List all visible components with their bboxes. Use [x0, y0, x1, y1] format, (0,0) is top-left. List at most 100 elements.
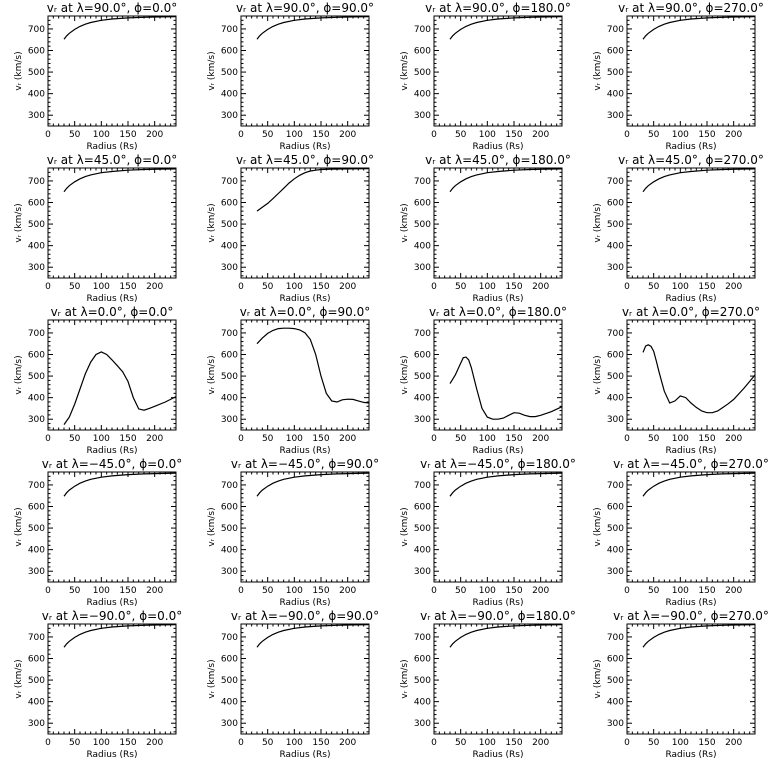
subplot-15: vᵣ at λ=−45.0°, ϕ=180.0° 0 50 100 150 200 300 4… [400, 457, 576, 608]
y-tick-label: 500 [414, 524, 431, 534]
x-tick-label: 200 [725, 434, 742, 444]
vr-curve [449, 168, 563, 193]
subplot-title: vᵣ at λ=0.0°, ϕ=180.0° [429, 305, 567, 319]
vr-curve [449, 16, 563, 40]
y-tick-label: 600 [414, 351, 431, 361]
y-tick-label: 600 [607, 199, 624, 209]
subplot-17: vᵣ at λ=−90.0°, ϕ=0.0° 0 50 100 150 200 300 400… [14, 609, 182, 760]
x-tick-label: 200 [532, 282, 549, 292]
x-tick-label: 0 [45, 130, 51, 140]
x-tick-label: 0 [624, 738, 630, 748]
y-axis-label: vᵣ (km/s) [400, 355, 410, 394]
x-tick-label: 0 [45, 282, 51, 292]
x-tick-label: 100 [93, 434, 110, 444]
subplot-title: vᵣ at λ=0.0°, ϕ=90.0° [240, 305, 370, 319]
subplot-11: vᵣ at λ=0.0°, ϕ=180.0° 0 50 100 150 200 300 400… [400, 305, 567, 456]
y-tick-label: 600 [221, 47, 238, 57]
plot-frame [626, 15, 756, 127]
y-tick-label: 300 [221, 567, 238, 577]
x-tick-label: 50 [648, 130, 660, 140]
x-tick-label: 150 [119, 130, 136, 140]
x-tick-label: 0 [238, 738, 244, 748]
subplot-18: vᵣ at λ=−90.0°, ϕ=90.0° 0 50 100 150 200 300 40… [207, 609, 379, 760]
y-tick-label: 300 [414, 567, 431, 577]
y-tick-label: 600 [221, 351, 238, 361]
subplot-title: vᵣ at λ=−45.0°, ϕ=180.0° [420, 457, 576, 471]
y-tick-label: 500 [607, 524, 624, 534]
subplot-8: vᵣ at λ=45.0°, ϕ=270.0° 0 50 100 150 200 300 40… [593, 153, 764, 304]
vr-curve [642, 16, 756, 40]
x-tick-label: 50 [262, 282, 274, 292]
x-tick-label: 0 [624, 434, 630, 444]
y-axis-label: vᵣ (km/s) [207, 659, 217, 698]
subplot-title: vᵣ at λ=45.0°, ϕ=0.0° [47, 153, 177, 167]
x-tick-label: 0 [431, 130, 437, 140]
x-tick-label: 0 [431, 738, 437, 748]
y-tick-label: 400 [414, 546, 431, 556]
x-tick-label: 150 [698, 738, 715, 748]
x-axis-label: Radius (Rs) [279, 142, 330, 152]
plot-frame [47, 623, 177, 735]
y-axis-label: vᵣ (km/s) [207, 507, 217, 546]
subplot-19: vᵣ at λ=−90.0°, ϕ=180.0° 0 50 100 150 200 300 4… [400, 609, 576, 760]
x-tick-label: 100 [479, 434, 496, 444]
plot-frame [47, 319, 177, 431]
y-tick-label: 600 [607, 655, 624, 665]
x-tick-label: 100 [286, 282, 303, 292]
x-tick-label: 0 [624, 282, 630, 292]
x-tick-label: 0 [431, 282, 437, 292]
vr-curve [256, 168, 370, 212]
subplot-title: vᵣ at λ=−90.0°, ϕ=0.0° [42, 609, 183, 623]
x-tick-label: 100 [286, 586, 303, 596]
y-axis-label: vᵣ (km/s) [14, 659, 24, 698]
y-tick-label: 700 [28, 481, 45, 491]
y-tick-label: 400 [414, 394, 431, 404]
vr-curve [256, 327, 370, 404]
x-tick-label: 200 [146, 434, 163, 444]
x-axis-label: Radius (Rs) [472, 446, 523, 456]
y-tick-label: 500 [28, 68, 45, 78]
vr-curve [642, 624, 756, 648]
x-tick-label: 50 [262, 586, 274, 596]
subplot-title: vᵣ at λ=−90.0°, ϕ=90.0° [231, 609, 379, 623]
x-tick-label: 200 [725, 130, 742, 140]
y-tick-label: 400 [414, 242, 431, 252]
y-tick-label: 700 [28, 329, 45, 339]
x-tick-label: 100 [286, 434, 303, 444]
y-tick-label: 600 [607, 503, 624, 513]
y-tick-label: 300 [607, 111, 624, 121]
x-tick-label: 150 [312, 282, 329, 292]
vr-curve [449, 472, 563, 497]
x-tick-label: 150 [312, 586, 329, 596]
subplot-title: vᵣ at λ=45.0°, ϕ=180.0° [425, 153, 571, 167]
subplot-title: vᵣ at λ=−90.0°, ϕ=180.0° [420, 609, 576, 623]
y-tick-label: 500 [414, 68, 431, 78]
subplot-title: vᵣ at λ=90.0°, ϕ=180.0° [425, 1, 571, 15]
x-tick-label: 150 [698, 434, 715, 444]
y-tick-label: 300 [221, 415, 238, 425]
x-tick-label: 0 [431, 586, 437, 596]
x-tick-label: 100 [672, 130, 689, 140]
x-tick-label: 200 [725, 282, 742, 292]
y-axis-label: vᵣ (km/s) [400, 51, 410, 90]
x-axis-label: Radius (Rs) [279, 750, 330, 760]
y-axis-label: vᵣ (km/s) [593, 203, 603, 242]
y-axis-label: vᵣ (km/s) [593, 51, 603, 90]
x-tick-label: 50 [648, 738, 660, 748]
x-tick-label: 200 [339, 738, 356, 748]
x-tick-label: 50 [262, 130, 274, 140]
x-tick-label: 100 [672, 434, 689, 444]
vr-curve [449, 624, 563, 648]
subplot-title: vᵣ at λ=−45.0°, ϕ=90.0° [231, 457, 379, 471]
plot-frame [240, 167, 370, 279]
plot-frame [240, 471, 370, 583]
y-tick-label: 300 [607, 567, 624, 577]
y-tick-label: 700 [607, 633, 624, 643]
x-tick-label: 200 [725, 586, 742, 596]
x-tick-label: 200 [532, 130, 549, 140]
x-tick-label: 150 [698, 586, 715, 596]
y-tick-label: 400 [607, 90, 624, 100]
subplot-title: vᵣ at λ=45.0°, ϕ=90.0° [236, 153, 374, 167]
y-tick-label: 400 [607, 394, 624, 404]
y-tick-label: 700 [28, 177, 45, 187]
